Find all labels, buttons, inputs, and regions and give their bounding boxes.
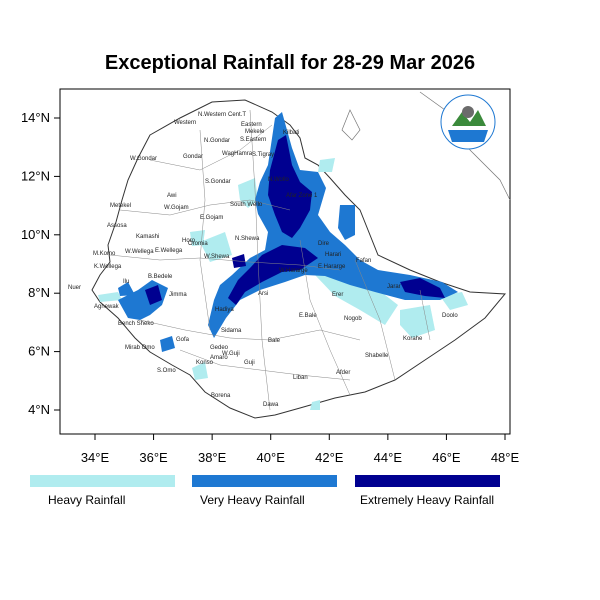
zone-label: Afder [336, 370, 350, 376]
neighbor-boundaries [341, 91, 511, 201]
zone-label: S.Omo [157, 368, 176, 374]
zone-label: K.Wellega [94, 264, 122, 270]
zone-label: N.Western [198, 112, 226, 118]
zone-label: Gondar [183, 154, 203, 160]
zone-label: Jarar [387, 284, 401, 290]
y-tick-label: 6°N [28, 344, 50, 359]
x-tick-label: 46°E [432, 450, 461, 465]
zone-label: Shabelle [365, 353, 389, 359]
zone-label: Gedeo [210, 345, 229, 351]
zone-label: Oromia [188, 241, 208, 247]
zone-label: M.Komo [93, 251, 116, 257]
zone-label: B.Bedele [148, 274, 173, 280]
y-tick-label: 8°N [28, 285, 50, 300]
x-tick-label: 34°E [81, 450, 110, 465]
map-title: Exceptional Rainfall for 28-29 Mar 2026 [104, 52, 476, 74]
zone-label: W.Shewa [204, 254, 230, 260]
zone-label: Amaro [210, 355, 228, 361]
zone-label: WagHamra [222, 151, 253, 157]
zone-label: S.Gondar [205, 179, 231, 185]
zone-label: Mirab Omo [125, 345, 155, 351]
zone-label: E.Wellega [155, 248, 183, 254]
legend-heavy-label: Heavy Rainfall [48, 493, 126, 507]
zone-label: Bench Sheko [118, 321, 154, 327]
zone-label: Sidama [221, 328, 242, 334]
y-tick-label: 4°N [28, 402, 50, 417]
zone-label: Erer [332, 292, 343, 298]
zone-label: Gofa [176, 337, 190, 343]
zone-label: Horo [182, 238, 196, 244]
zone-label: W.Guji [222, 351, 240, 357]
zone-label: Nuer [68, 285, 81, 291]
zone-label: Awi [167, 193, 177, 199]
zone-label: Assosa [107, 223, 127, 229]
zone-label: Fafan [356, 258, 371, 264]
zone-label: Western [174, 120, 196, 126]
zone-label: Mekele [245, 129, 265, 135]
zone-label: Eastern [241, 122, 262, 128]
zone-label: Borena [211, 393, 231, 399]
zone-label: W.Wellega [125, 249, 154, 255]
zone-label: Liban [293, 375, 308, 381]
zone-label: Harari [325, 252, 341, 258]
zone-label: Metekel [110, 203, 131, 209]
zone-label: E.Hararge [318, 264, 346, 270]
legend-heavy-swatch [30, 475, 175, 487]
x-tick-label: 40°E [257, 450, 286, 465]
zone-label: Nogob [344, 316, 362, 322]
zone-label: N.Wollo [268, 177, 290, 183]
y-tick-label: 12°N [21, 168, 50, 183]
zone-label: W.Gojam [164, 205, 189, 211]
x-tick-label: 48°E [491, 450, 520, 465]
y-tick-label: 14°N [21, 110, 50, 125]
zone-label: Doolo [442, 313, 458, 319]
agency-logo [440, 94, 496, 150]
zone-label: Bale [268, 338, 281, 344]
y-axis: 14°N 12°N 10°N 8°N 6°N 4°N [21, 110, 60, 417]
x-tick-label: 42°E [315, 450, 344, 465]
zone-label: S.Tigray [252, 152, 274, 158]
zone-boundaries [109, 109, 431, 411]
zone-label: Kilbati [283, 130, 299, 136]
x-tick-label: 36°E [139, 450, 168, 465]
zone-label: E.Gojam [200, 215, 223, 221]
extremely-heavy-rainfall-area [145, 135, 445, 305]
zone-label: Jimma [169, 292, 187, 298]
zone-label: Afar Zone 1 [286, 193, 318, 199]
zone-label: N.Gondar [204, 138, 230, 144]
zone-label: Korahe [403, 336, 423, 342]
zone-label: S.Eastern [240, 137, 266, 143]
zone-label: Hadiya [215, 307, 234, 313]
zone-label: Kamashi [136, 234, 159, 240]
heavy-rainfall-area [98, 158, 468, 410]
zone-labels: N.Western Cent.T Eastern Western Mekele S.Eas… [68, 112, 458, 408]
zone-label: South Wello [230, 202, 263, 208]
zone-label: Arsi [258, 291, 268, 297]
x-axis: 34°E 36°E 38°E 40°E 42°E 44°E 46°E 48°E [81, 434, 520, 465]
zone-label: Konso [196, 360, 214, 366]
zone-label: N.Shewa [235, 236, 260, 242]
zone-label: W.Hararge [279, 268, 308, 274]
legend-very-heavy-swatch [192, 475, 337, 487]
zone-label: Dire [318, 241, 330, 247]
zone-label: E.Bale [299, 313, 317, 319]
zone-label: Cent.T [228, 112, 246, 118]
x-tick-label: 38°E [198, 450, 227, 465]
x-tick-label: 44°E [374, 450, 403, 465]
zone-label: W.Gondar [130, 156, 157, 162]
y-tick-label: 10°N [21, 227, 50, 242]
zone-label: Agnewak [94, 304, 120, 310]
zone-label: Dawa [263, 402, 279, 408]
legend-very-heavy-label: Very Heavy Rainfall [200, 493, 305, 507]
legend-extreme-label: Extremely Heavy Rainfall [360, 493, 495, 507]
legend-extreme-swatch [355, 475, 500, 487]
zone-label: Ilu [123, 279, 129, 285]
zone-label: Guji [244, 360, 255, 366]
